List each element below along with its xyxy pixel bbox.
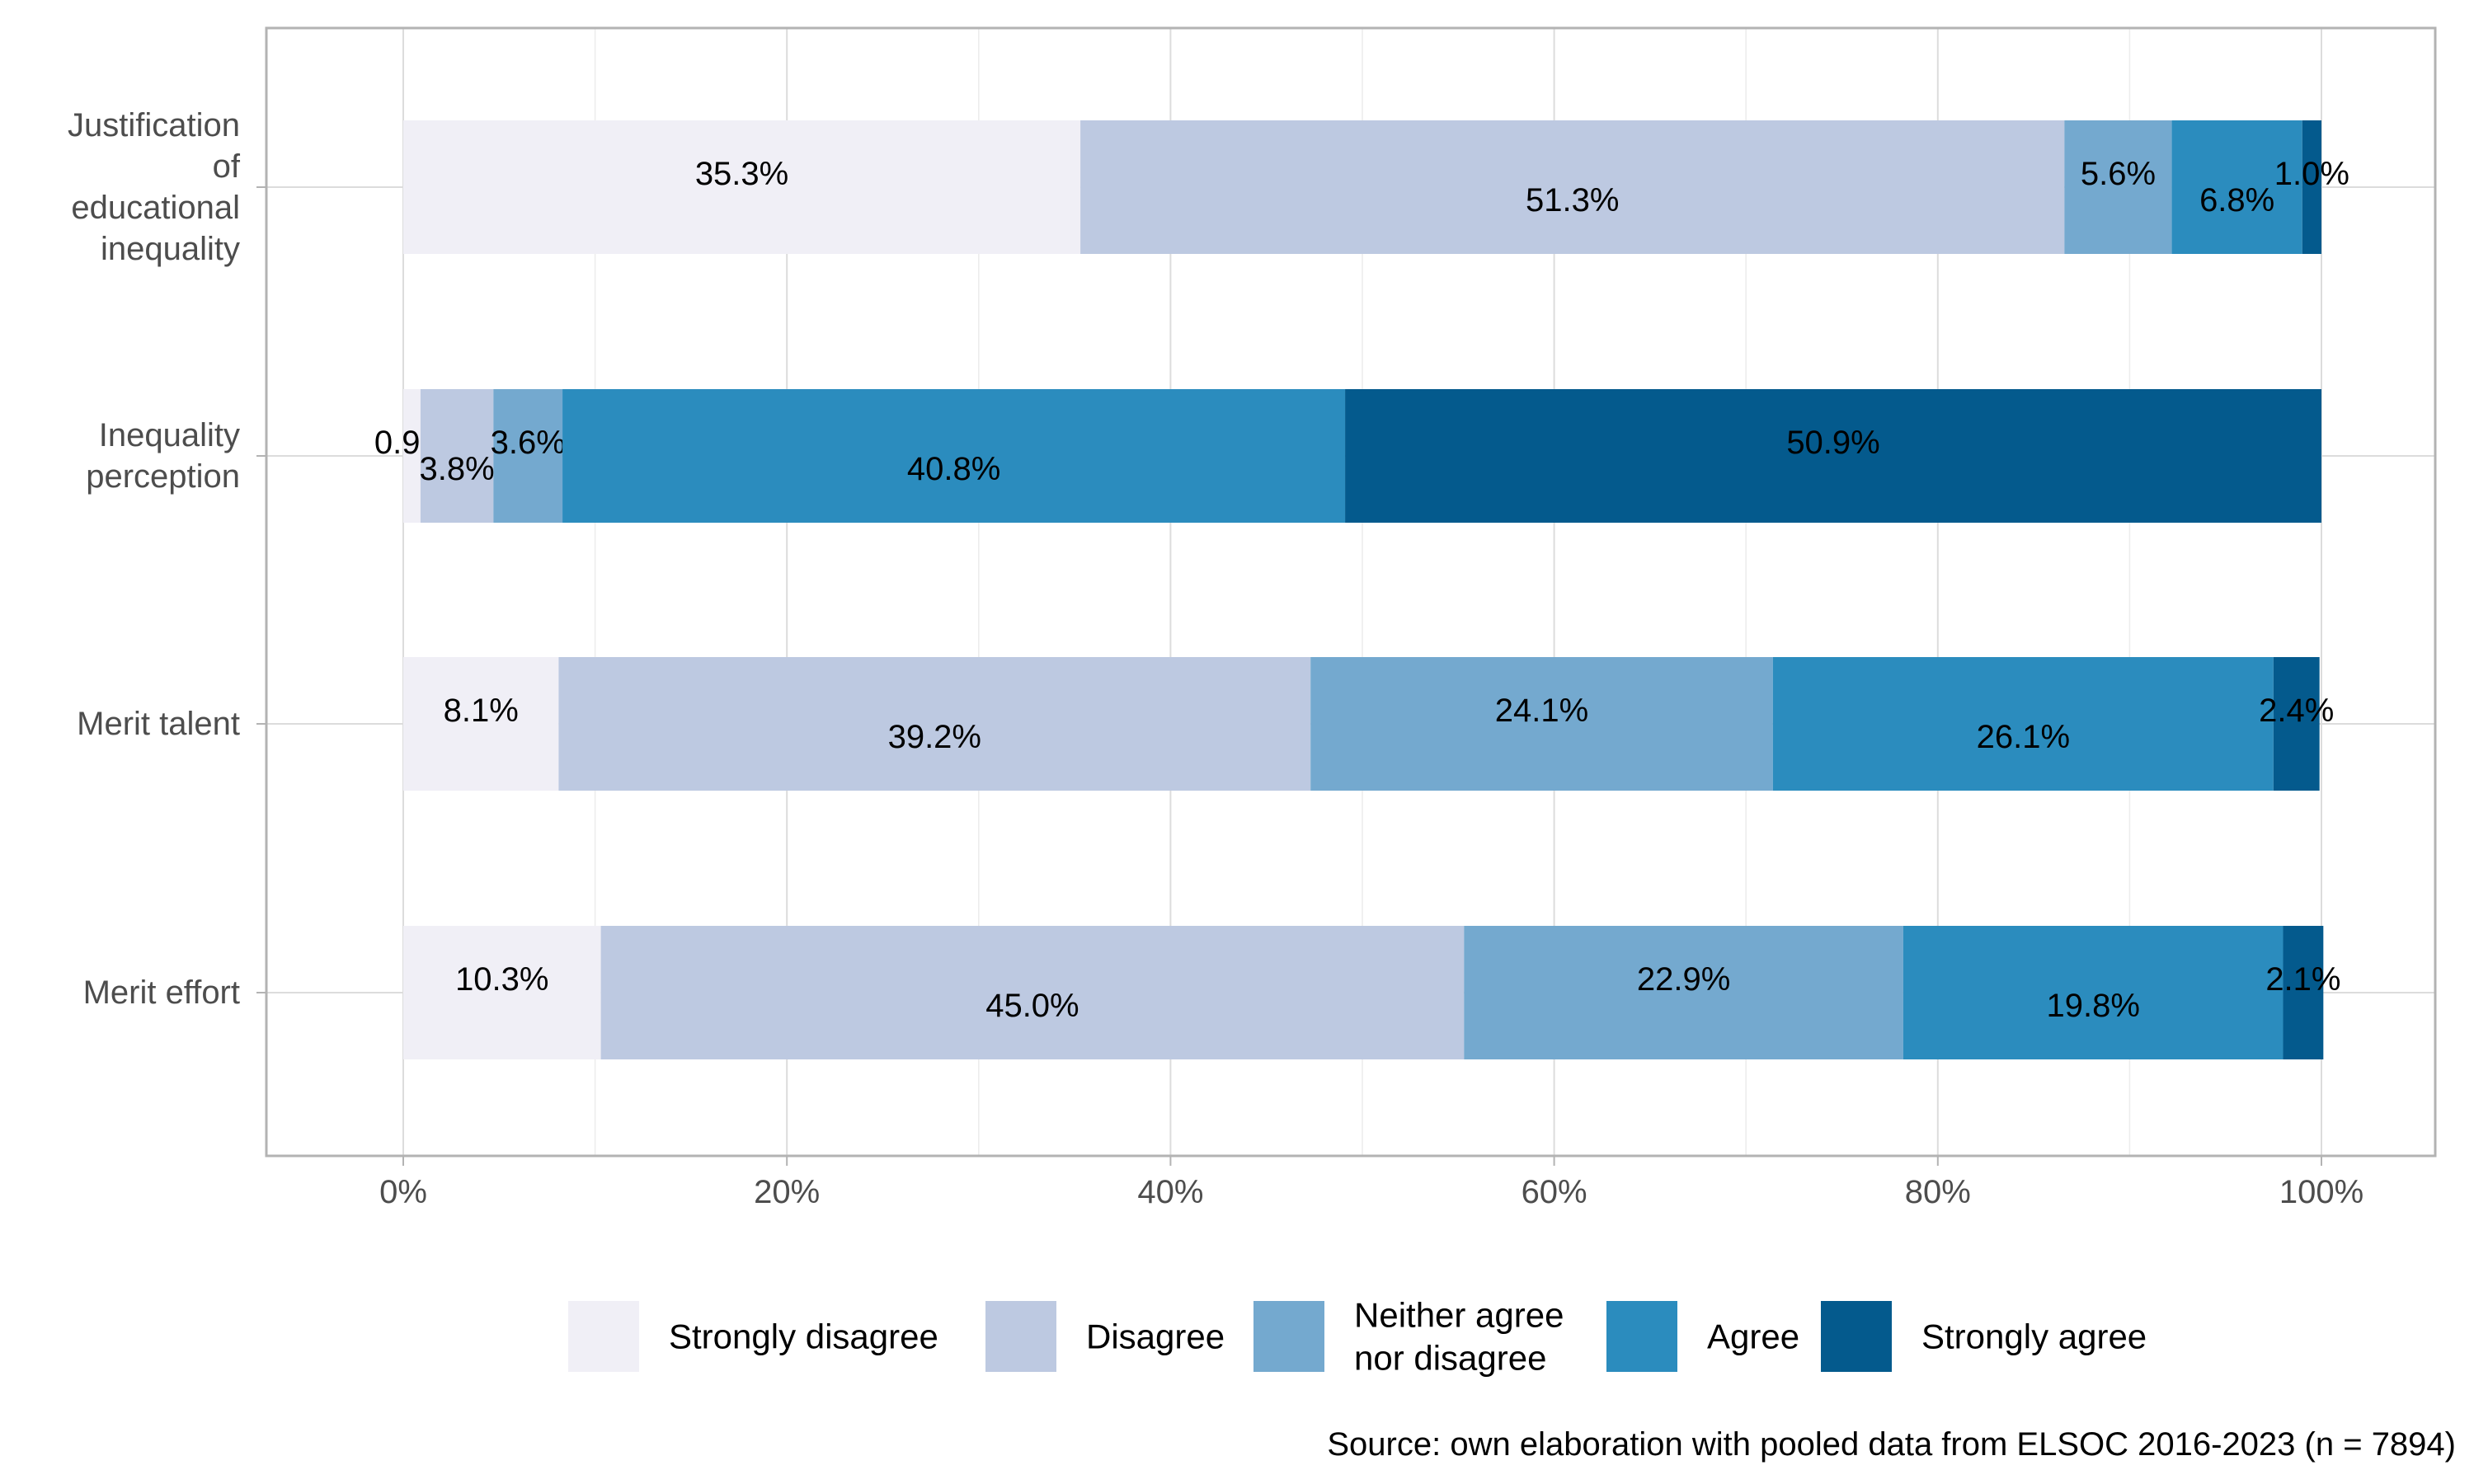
legend-label: Neither agree nor disagree	[1354, 1296, 1564, 1378]
bar-value-label: 24.1%	[1495, 693, 1588, 729]
bar-value-label: 2.1%	[2265, 961, 2340, 998]
bar-value-label: 3.8%	[420, 451, 495, 487]
legend-key	[1606, 1301, 1677, 1372]
bar-segment	[420, 389, 494, 523]
chart-caption: Source: own elaboration with pooled data…	[1327, 1426, 2456, 1463]
bars-layer: 35.3%51.3%5.6%6.8%1.0%0.9%3.8%3.6%40.8%5…	[374, 120, 2349, 1059]
legend-key	[568, 1301, 639, 1372]
bar-segment	[403, 926, 601, 1059]
y-category-label: Merit effort	[83, 974, 240, 1011]
y-category-label: Inequality perception	[86, 417, 240, 495]
legend: Strongly disagree Disagree Neither agree no…	[568, 1296, 2147, 1378]
bar-value-label: 3.6%	[491, 425, 566, 461]
bar-segment	[2273, 657, 2320, 791]
bar-value-label: 10.3%	[455, 961, 548, 998]
legend-key	[1253, 1301, 1324, 1372]
bar-value-label: 26.1%	[1977, 719, 2070, 755]
x-tick-label: 60%	[1522, 1174, 1587, 1210]
bar-segment	[558, 657, 1311, 791]
bar-segment	[2302, 120, 2321, 254]
legend-label: Strongly disagree	[669, 1317, 938, 1356]
bar-value-label: 19.8%	[2046, 988, 2139, 1024]
bar-segment	[1772, 657, 2274, 791]
bar-segment	[1464, 926, 1903, 1059]
bar-segment	[2171, 120, 2302, 254]
legend-label: Strongly agree	[1921, 1317, 2147, 1356]
y-category-label: Merit talent	[77, 706, 240, 742]
bar-segment	[403, 120, 1081, 254]
bar-value-label: 35.3%	[695, 156, 788, 192]
legend-key	[1821, 1301, 1892, 1372]
bar-value-label: 40.8%	[907, 451, 1000, 487]
bar-value-label: 8.1%	[444, 693, 519, 729]
bar-value-label: 22.9%	[1637, 961, 1730, 998]
bar-value-label: 1.0%	[2274, 156, 2349, 192]
bar-value-label: 51.3%	[1526, 182, 1619, 218]
x-tick-label: 80%	[1905, 1174, 1971, 1210]
bar-segment	[600, 926, 1465, 1059]
plot-panel-border	[265, 26, 2437, 1158]
bar-segment	[2064, 120, 2172, 254]
bar-segment	[403, 389, 421, 523]
bar-value-label: 5.6%	[2081, 156, 2156, 192]
bar-segment	[493, 389, 563, 523]
legend-label: Disagree	[1086, 1317, 1225, 1356]
x-tick-label: 40%	[1137, 1174, 1203, 1210]
bar-value-label: 2.4%	[2259, 693, 2334, 729]
y-category-label: Justification of educational inequality	[68, 107, 241, 267]
bar-value-label: 45.0%	[985, 988, 1079, 1024]
legend-key	[985, 1301, 1056, 1372]
bar-segment	[1080, 120, 2065, 254]
bar-segment	[562, 389, 1346, 523]
legend-label: Agree	[1707, 1317, 1799, 1356]
bar-segment	[2283, 926, 2324, 1059]
axis-layer: 0% 20% 40% 60% 80% 100% Justification of educati…	[68, 107, 2363, 1210]
bar-segment	[1345, 389, 2321, 523]
x-tick-label: 20%	[754, 1174, 820, 1210]
x-tick-label: 0%	[379, 1174, 427, 1210]
bar-value-label: 50.9%	[1786, 425, 1879, 461]
bar-value-label: 6.8%	[2199, 182, 2274, 218]
x-tick-label: 100%	[2279, 1174, 2363, 1210]
bar-segment	[1310, 657, 1773, 791]
bar-value-label: 39.2%	[888, 719, 981, 755]
bar-segment	[403, 657, 559, 791]
bar-segment	[1903, 926, 2284, 1059]
